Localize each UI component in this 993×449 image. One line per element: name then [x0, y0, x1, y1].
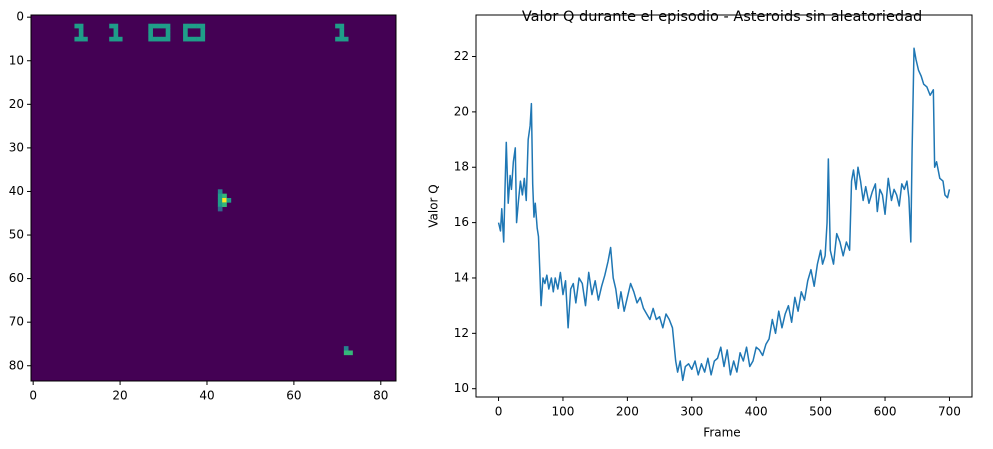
pixel [183, 32, 188, 38]
x-tick-label: 300 [680, 405, 703, 419]
x-tick-label: 200 [616, 405, 639, 419]
pixel [78, 36, 84, 42]
pixel [152, 36, 158, 42]
y-axis-label: Valor Q [427, 184, 441, 228]
pixel [183, 23, 188, 29]
pixel [161, 23, 167, 29]
pixel [200, 32, 206, 38]
pixel [343, 346, 349, 351]
y-tick-label: 10 [9, 53, 24, 67]
pixel [165, 32, 171, 38]
x-tick-label: 0 [495, 405, 503, 419]
pixel [117, 36, 123, 42]
pixel [187, 36, 193, 42]
pixel [222, 193, 227, 199]
pixel [196, 36, 201, 42]
x-tick-label: 100 [552, 405, 575, 419]
pixel [339, 28, 345, 33]
q-value-line [497, 47, 951, 382]
pixel [335, 36, 340, 42]
pixel [343, 36, 349, 42]
y-tick-label: 0 [16, 10, 24, 24]
x-tick-label: 60 [286, 389, 301, 403]
x-tick-label: 400 [745, 405, 768, 419]
y-tick-label: 12 [454, 326, 469, 340]
pixel [335, 23, 340, 29]
y-tick-label: 80 [9, 358, 24, 372]
pixel [152, 23, 158, 29]
pixel [226, 198, 232, 203]
pixel [187, 23, 193, 29]
x-tick-label: 40 [199, 389, 214, 403]
y-tick-label: 60 [9, 271, 24, 285]
x-tick-label: 0 [29, 389, 37, 403]
pixel [217, 193, 223, 199]
y-tick-label: 20 [9, 97, 24, 111]
pixel [222, 198, 227, 203]
axes-frame [30, 14, 397, 382]
axes-frame [475, 14, 973, 398]
pixel [165, 36, 171, 42]
pixel [74, 23, 80, 29]
pixel [339, 32, 345, 38]
y-tick-label: 20 [454, 104, 469, 118]
pixel [343, 350, 349, 356]
pixel [113, 36, 119, 42]
x-axis-label: Frame [703, 426, 740, 440]
y-tick-label: 50 [9, 228, 24, 242]
pixel [339, 36, 345, 42]
pixel [165, 28, 171, 33]
pixel [78, 28, 84, 33]
pixel [183, 36, 188, 42]
pixel [157, 36, 162, 42]
pixel [200, 36, 206, 42]
x-tick-label: 600 [874, 405, 897, 419]
pixel [148, 28, 153, 33]
x-tick-label: 500 [809, 405, 832, 419]
y-tick-label: 40 [9, 184, 24, 198]
pixel [191, 23, 197, 29]
x-tick-label: 20 [112, 389, 127, 403]
pixel [217, 202, 223, 208]
y-tick-label: 16 [454, 215, 469, 229]
pixel [196, 23, 201, 29]
pixel [157, 23, 162, 29]
y-tick-label: 10 [454, 381, 469, 395]
pixel [161, 36, 167, 42]
y-tick-label: 70 [9, 315, 24, 329]
chart-title: Valor Q durante el episodio - Asteroids … [522, 9, 922, 25]
pixel [148, 23, 153, 29]
pixel [83, 36, 88, 42]
pixel [183, 28, 188, 33]
pixel [109, 23, 114, 29]
pixel [200, 28, 206, 33]
pixel [217, 198, 223, 203]
pixel [78, 32, 84, 38]
y-tick-label: 22 [454, 49, 469, 63]
pixel [78, 23, 84, 29]
pixel [113, 23, 119, 29]
pixel [222, 202, 227, 208]
pixel [200, 23, 206, 29]
pixel [109, 36, 114, 42]
pixel [113, 28, 119, 33]
x-tick-label: 700 [938, 405, 961, 419]
y-tick-label: 18 [454, 160, 469, 174]
pixel [339, 23, 345, 29]
pixel [217, 206, 223, 212]
image-background [31, 15, 396, 381]
pixel [148, 32, 153, 38]
pixel [348, 350, 353, 356]
y-tick-label: 14 [454, 270, 469, 284]
pixel [113, 32, 119, 38]
pixel [148, 36, 153, 42]
pixel [74, 36, 80, 42]
y-tick-label: 30 [9, 140, 24, 154]
pixel [191, 36, 197, 42]
x-tick-label: 80 [373, 389, 388, 403]
pixel [217, 189, 223, 194]
pixel [165, 23, 171, 29]
